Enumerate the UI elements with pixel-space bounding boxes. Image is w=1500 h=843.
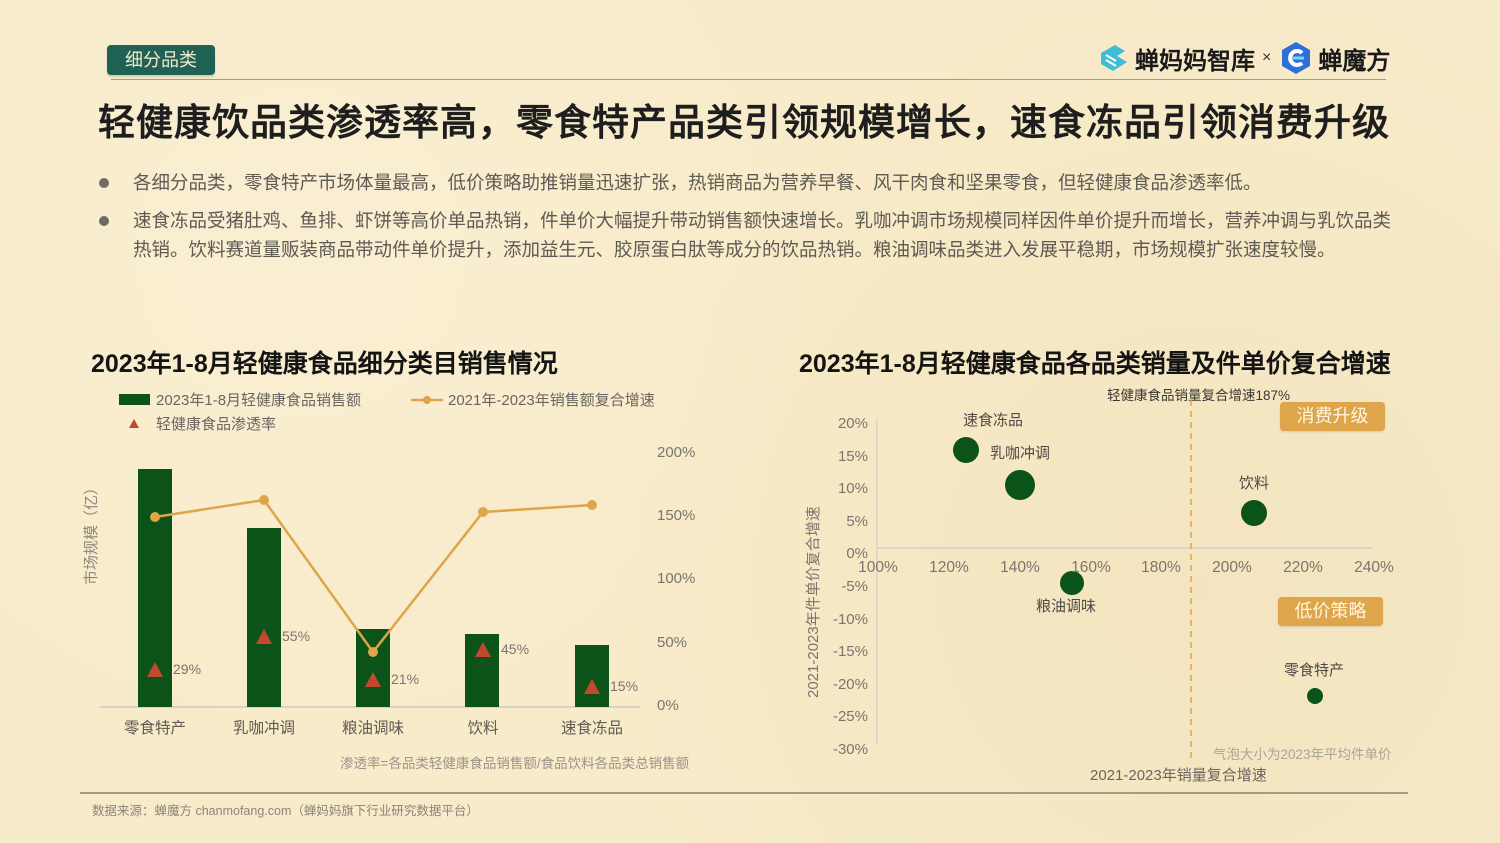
left-chart-plot	[100, 469, 640, 708]
bar-粮油调味	[356, 629, 390, 707]
right-chart-plot	[876, 400, 1372, 758]
bubble-速食冻品	[953, 437, 979, 463]
right-y-tick: 200%	[657, 444, 696, 461]
legend-bar-label: 2023年1-8月轻健康食品销售额	[156, 392, 362, 409]
bullet-text: 速食冻品受猪肚鸡、鱼排、虾饼等高价单品热销，件单价大幅提升带动销售额快速增长。乳…	[133, 209, 1392, 261]
bubble-label: 速食冻品	[963, 412, 1024, 429]
x-tick: 120%	[929, 559, 969, 576]
summary-bullets: 各细分品类，零食特产市场体量最高，低价策略助推销量迅速扩张，热销商品为营养早餐、…	[96, 168, 1406, 273]
legend-bar: 2023年1-8月轻健康食品销售额	[119, 389, 361, 410]
right-y-tick: 50%	[657, 634, 688, 651]
bullet-item: 各细分品类，零食特产市场体量最高，低价策略助推销量迅速扩张，热销商品为营养早餐、…	[96, 168, 1406, 198]
data-source: 数据来源：蝉魔方 chanmofang.com（蝉妈妈旗下行业研究数据平台）	[92, 804, 479, 818]
y-tick: 10%	[837, 480, 868, 498]
brand-primary: 蝉妈妈智库	[1135, 47, 1255, 75]
bubble-label: 饮料	[1239, 475, 1270, 492]
y-tick: 0%	[846, 545, 868, 563]
x-tick: 200%	[1212, 559, 1252, 576]
category-label: 速食冻品	[560, 720, 624, 737]
top-divider	[111, 79, 1386, 80]
page-title: 轻健康饮品类渗透率高，零食特产品类引领规模增长，速食冻品引领消费升级	[98, 102, 1390, 143]
triangle-marker-icon	[147, 662, 163, 677]
triangle-marker-icon	[475, 642, 491, 657]
reference-line-label: 轻健康食品销量复合增速187%	[1107, 388, 1291, 403]
y-tick: 5%	[846, 512, 868, 530]
bottom-divider	[80, 792, 1408, 794]
x-tick: 240%	[1354, 559, 1394, 576]
x-tick: 180%	[1141, 559, 1181, 576]
quadrant-badge-low-price: 低价策略	[1278, 597, 1383, 626]
legend-line: 2021年-2023年销售额复合增速	[411, 389, 655, 410]
bubble-乳咖冲调	[1005, 470, 1035, 500]
y-tick: -5%	[841, 577, 868, 595]
y-tick-list: 20% 15% 10% 5% 0% -5% -10% -15% -20% -25…	[818, 408, 868, 767]
bubble-label: 粮油调味	[1036, 598, 1097, 615]
right-chart-title: 2023年1-8月轻健康食品各品类销量及件单价复合增速	[799, 350, 1391, 378]
left-chart-footnote: 渗透率=各品类轻健康食品销售额/食品饮料各品类总销售额	[340, 756, 690, 771]
category-label: 零食特产	[123, 720, 187, 737]
quadrant-badge-upgrade: 消费升级	[1280, 402, 1385, 431]
brand-secondary: 蝉魔方	[1318, 47, 1391, 75]
penetration-label: 21%	[391, 671, 420, 687]
legend-triangle: 轻健康食品渗透率	[128, 413, 276, 434]
penetration-label: 29%	[173, 661, 202, 677]
legend-line-marker-icon	[411, 395, 443, 404]
triangle-marker-icon	[584, 679, 600, 694]
triangle-marker-icon	[256, 629, 272, 644]
brand-logo: 蝉妈妈智库 × 蝉魔方	[1097, 38, 1390, 78]
chanmama-logo-icon	[1101, 45, 1127, 71]
bullet-text: 各细分品类，零食特产市场体量最高，低价策略助推销量迅速扩张，热销商品为营养早餐、…	[133, 172, 1262, 193]
bullet-dot-icon	[96, 206, 133, 265]
bar-速食冻品	[575, 645, 609, 707]
y-tick: 20%	[837, 415, 868, 432]
bubble-饮料	[1241, 500, 1267, 526]
x-tick: 100%	[858, 559, 898, 576]
legend-triangle-label: 轻健康食品渗透率	[156, 416, 277, 433]
category-label: 饮料	[467, 720, 499, 737]
y-tick: -30%	[832, 740, 868, 758]
x-tick: 220%	[1283, 559, 1323, 576]
category-label: 乳咖冲调	[232, 720, 296, 737]
bubble-粮油调味	[1060, 571, 1084, 595]
penetration-label: 45%	[501, 641, 530, 657]
triangle-marker-icon	[365, 672, 381, 687]
bubble-零食特产	[1307, 688, 1323, 704]
bubble-size-note: 气泡大小为2023年平均件单价	[1213, 747, 1392, 762]
y-tick: 15%	[837, 447, 868, 465]
bubble-label: 零食特产	[1284, 662, 1345, 679]
bubble-label: 乳咖冲调	[990, 445, 1051, 462]
bar-乳咖冲调	[247, 528, 281, 707]
right-y-axis-label: 2021-2023年件单价复合增速	[805, 506, 822, 698]
left-chart-title: 2023年1-8月轻健康食品细分类目销售情况	[91, 350, 558, 378]
penetration-label: 55%	[282, 628, 311, 644]
legend-triangle-icon	[129, 419, 139, 428]
legend-line-label: 2021年-2023年销售额复合增速	[448, 392, 655, 409]
right-x-axis-label: 2021-2023年销量复合增速	[1090, 767, 1267, 784]
x-tick: 160%	[1071, 559, 1111, 576]
y-tick: -10%	[832, 610, 868, 628]
category-label: 粮油调味	[341, 720, 405, 737]
legend-bar-swatch-icon	[119, 394, 150, 405]
brand-separator: ×	[1262, 49, 1272, 66]
y-tick: -25%	[832, 708, 868, 726]
section-tag: 细分品类	[107, 45, 215, 75]
bullet-dot-icon	[96, 168, 133, 198]
right-y-tick: 100%	[657, 570, 696, 587]
bullet-item: 速食冻品受猪肚鸡、鱼排、虾饼等高价单品热销，件单价大幅提升带动销售额快速增长。乳…	[96, 206, 1406, 265]
y-tick: -15%	[832, 643, 868, 661]
chanmofang-logo-icon	[1282, 42, 1311, 74]
penetration-label: 15%	[610, 678, 639, 694]
x-tick: 140%	[1000, 559, 1040, 576]
right-y-tick: 0%	[657, 697, 679, 714]
y-tick: -20%	[832, 675, 868, 693]
right-y-tick: 150%	[657, 507, 696, 524]
